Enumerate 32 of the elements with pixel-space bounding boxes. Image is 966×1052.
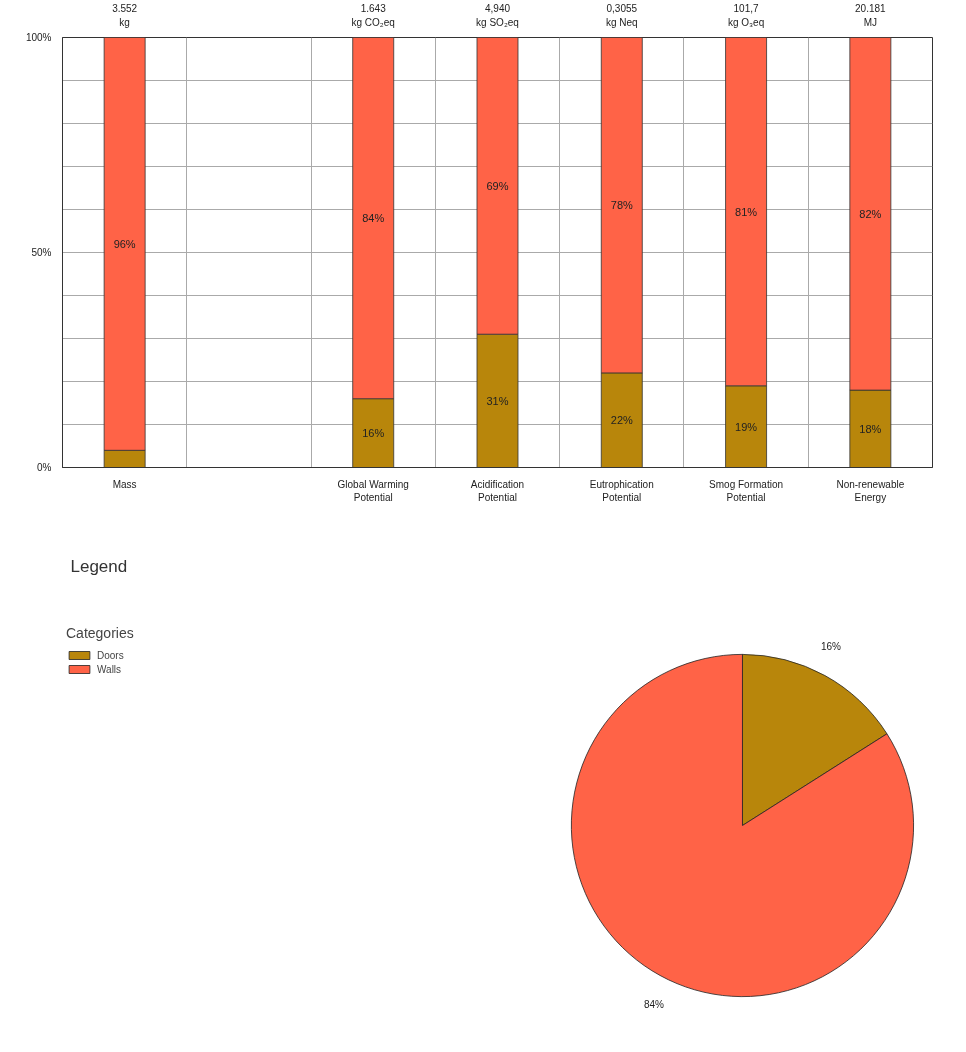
data-label: 78% bbox=[610, 199, 634, 212]
x-tick-label: Non-renewable Energy bbox=[836, 478, 905, 503]
data-label: 69% bbox=[486, 179, 509, 192]
annotation: 101,7 kg O₃eq bbox=[727, 3, 765, 28]
data-label: 16% bbox=[362, 427, 385, 440]
annotation: 20.181 MJ bbox=[855, 3, 887, 28]
annotation: 4,940 kg SO₂eq bbox=[476, 3, 519, 28]
x-tick-label: Smog Formation Potential bbox=[709, 478, 784, 503]
data-label: 22% bbox=[610, 414, 634, 427]
legend-label: Walls bbox=[97, 663, 122, 675]
data-label: 81% bbox=[735, 205, 758, 218]
data-label: 19% bbox=[735, 420, 758, 433]
data-label: 84% bbox=[362, 212, 385, 225]
x-tick-label: Acidification Potential bbox=[470, 478, 525, 503]
text: Legend bbox=[70, 556, 128, 576]
legend-title: Categories bbox=[66, 625, 134, 641]
legend-label: Doors bbox=[97, 649, 124, 661]
annotation: 1.643 kg CO₂eq bbox=[351, 3, 395, 28]
x-tick-label: Global Warming Potential bbox=[337, 478, 409, 503]
data-label: 82% bbox=[859, 207, 882, 220]
data-label: 18% bbox=[859, 422, 882, 435]
data-label: 84% bbox=[643, 998, 665, 1010]
x-tick-label: Mass bbox=[112, 478, 137, 490]
data-label: 31% bbox=[486, 394, 509, 407]
data-label: 96% bbox=[113, 237, 136, 250]
annotation: 3.552 kg bbox=[112, 3, 138, 28]
y-tick-label: 0% bbox=[37, 462, 52, 473]
y-tick-label: 100% bbox=[25, 32, 52, 43]
x-tick-label: Eutrophication Potential bbox=[589, 478, 654, 503]
y-tick-label: 50% bbox=[31, 247, 52, 258]
data-label: 16% bbox=[820, 641, 842, 653]
annotation: 0,3055 kg Neq bbox=[605, 3, 638, 28]
